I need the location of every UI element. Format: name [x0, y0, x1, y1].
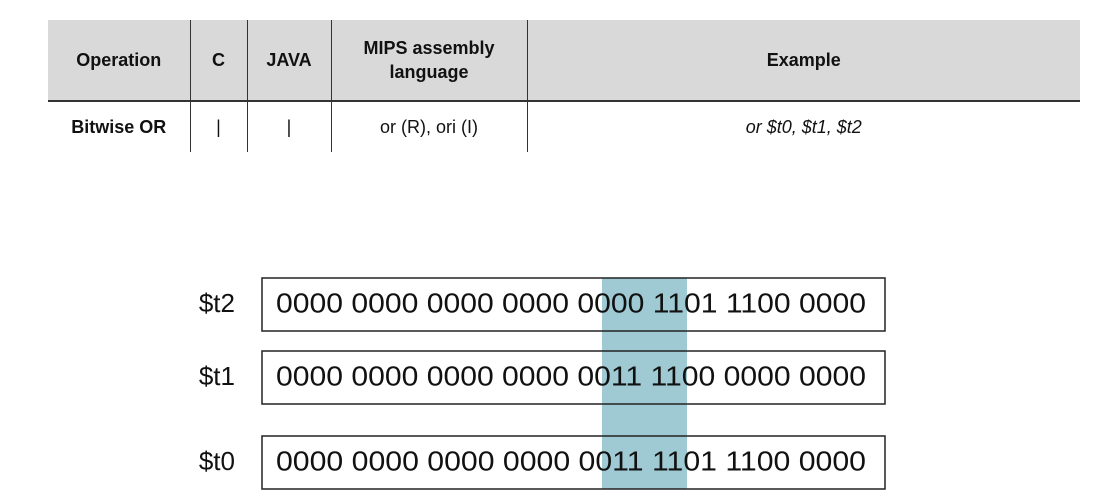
header-cell: C: [189, 20, 247, 102]
register-name: $t0: [199, 446, 235, 476]
cell: Bitwise OR: [71, 116, 167, 137]
header-cell: Example: [526, 20, 1080, 102]
register-box: [261, 350, 886, 405]
table-row: Bitwise OR | | or (R), ori (I) or $t0, $…: [48, 101, 1080, 152]
register-value: 0000 0000 0000 0000 0011 1100 0000 0000: [276, 360, 866, 391]
header-row: Operation C JAVA MIPS assembly language …: [48, 20, 1080, 102]
header-cell: JAVA: [246, 20, 331, 102]
register-box: [261, 435, 886, 490]
register-box-bg: [262, 278, 885, 331]
highlight: [602, 278, 687, 489]
cell: or (R), ori (I): [330, 101, 527, 152]
operations-table: Operation C JAVA MIPS assembly language …: [48, 20, 1080, 152]
cell: |: [189, 101, 247, 152]
register-box-bg: [262, 351, 885, 404]
header-cell: Operation: [48, 20, 190, 102]
register-box: [261, 277, 886, 332]
cell: |: [246, 101, 331, 152]
cell: or $t0, $t1, $t2: [526, 101, 1080, 152]
register-value: 0000 0000 0000 0000 0011 1101 1100 0000: [276, 445, 866, 476]
register-name: $t1: [199, 361, 235, 391]
register-value: 0000 0000 0000 0000 0000 1101 1100 0000: [276, 287, 866, 318]
register-name: $t2: [199, 288, 235, 318]
register-box-bg: [262, 436, 885, 489]
header-cell: MIPS assembly language: [330, 20, 527, 102]
